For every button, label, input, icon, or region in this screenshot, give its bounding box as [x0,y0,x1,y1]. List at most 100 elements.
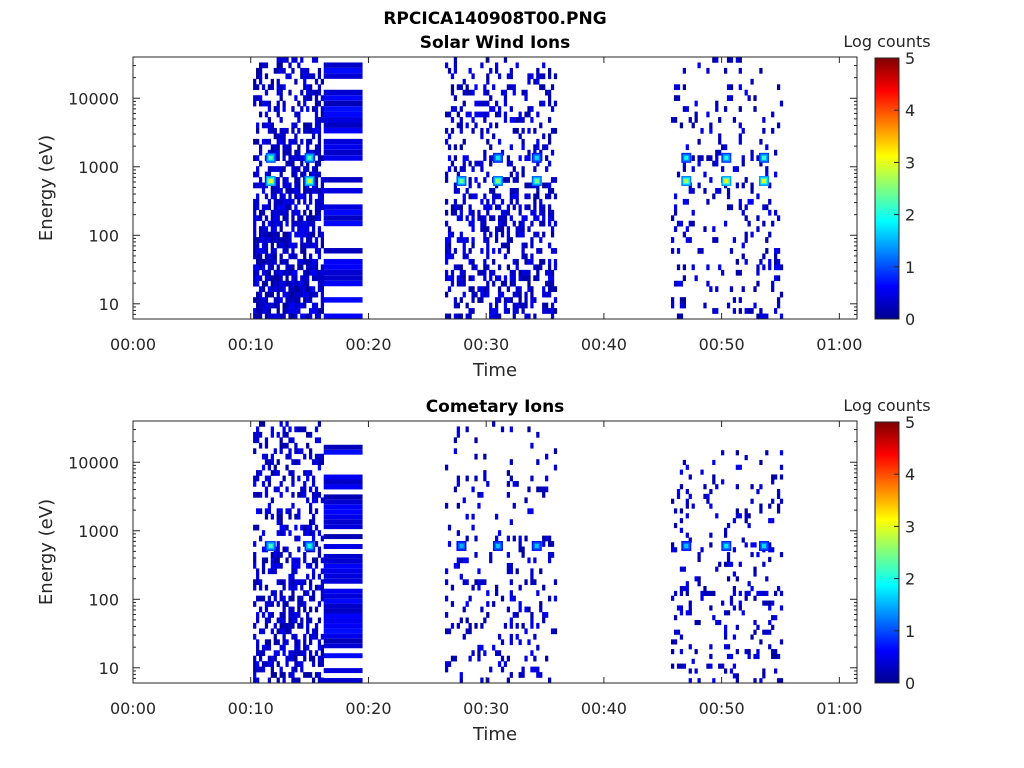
heatmap-cell [673,117,678,123]
heatmap-cell [285,601,289,607]
heatmap-cell [506,568,511,575]
heatmap-cell [450,231,455,238]
x-tick-label: 00:40 [581,699,627,718]
heatmap-cell [741,127,745,134]
heatmap-cell [553,286,558,293]
heatmap-cell [258,209,263,216]
heatmap-cell [712,226,716,232]
heatmap-cell [506,264,511,271]
heatmap-cell [500,231,505,238]
heatmap-cell [774,171,778,178]
heatmap-cell [483,155,487,162]
heatmap-cell [691,122,695,129]
heatmap-cell [270,612,274,618]
heatmap-cell [509,84,513,91]
heatmap-cell [506,470,511,476]
heatmap-cell [453,182,458,189]
heatmap-cell [726,556,731,563]
heatmap-cell [323,623,363,629]
heatmap-cell [291,633,295,640]
heatmap-cell [521,248,525,254]
heatmap-cell [715,237,719,243]
heatmap-cell [774,615,778,621]
heatmap-cell [276,84,280,91]
heatmap-cell [450,160,455,167]
heatmap-cell [486,204,490,211]
heatmap-cell [282,204,286,211]
heatmap-cell [253,308,257,314]
heatmap-cell [308,122,313,129]
heatmap-cell [709,503,713,509]
heatmap-cell [489,557,493,564]
heatmap-cell [709,488,713,495]
heatmap-cell [477,182,481,189]
heatmap-cell [483,269,487,276]
heatmap-cell [279,313,283,320]
heatmap-cell [459,280,463,287]
heatmap-cell [444,502,449,509]
heatmap-cell [264,280,269,287]
heatmap-cell [308,269,313,276]
heatmap-cell [276,546,280,553]
heatmap-cell [261,421,266,427]
heatmap-cell [503,100,508,107]
heatmap-cell [256,127,260,134]
heatmap-cell [264,269,269,276]
heatmap-cell [294,524,298,531]
heatmap-cell [444,127,449,134]
heatmap-hotspot [268,155,273,160]
heatmap-cell [732,585,737,592]
heatmap-cell [735,576,739,582]
heatmap-cell [273,67,277,74]
heatmap-cell [545,612,549,618]
heatmap-cell [506,242,511,249]
heatmap-cell [294,513,298,520]
heatmap-cell [300,155,304,162]
heatmap-cell [673,280,678,287]
heatmap-cell [264,639,269,646]
heatmap-cell [480,248,484,254]
heatmap-cell [468,177,472,183]
heatmap-cell [256,426,260,433]
heatmap-cell [450,89,455,96]
heatmap-cell [288,62,292,69]
heatmap-cell [486,590,490,596]
heatmap-cell [542,204,546,211]
heatmap-cell [288,269,292,276]
heatmap-cell [276,242,280,249]
heatmap-cell [306,628,310,635]
heatmap-cell [256,644,260,651]
x-tick-label: 00:40 [581,335,627,354]
heatmap-cell [480,166,484,172]
heatmap-cell [300,193,304,200]
heatmap-cell [276,166,280,172]
heatmap-cell [256,73,260,80]
heatmap-cell [518,672,522,678]
heatmap-cell [459,617,463,624]
heatmap-cell [495,313,499,320]
heatmap-cell [273,127,277,134]
heatmap-cell [744,215,748,222]
heatmap-cell [533,231,537,238]
heatmap-cell [709,605,713,611]
heatmap-cell [465,557,469,564]
heatmap-cell [685,581,689,587]
heatmap-cell [317,308,322,314]
heatmap-cell [303,67,307,74]
heatmap-cell [311,231,316,238]
heatmap-cell [768,209,772,216]
heatmap-cell [480,622,484,629]
heatmap-cell [294,617,298,624]
heatmap-cell [294,313,298,320]
heatmap-cell [547,291,552,298]
heatmap-cell [732,117,737,123]
heatmap-cell [308,502,313,509]
heatmap-cell [542,258,546,265]
heatmap-cell [542,491,546,498]
heatmap-cell [527,106,531,112]
heatmap-cell [533,557,537,564]
heatmap-cell [311,655,316,662]
heatmap-cell [542,535,546,542]
heatmap-cell [444,237,449,243]
heatmap-cell [447,524,452,531]
